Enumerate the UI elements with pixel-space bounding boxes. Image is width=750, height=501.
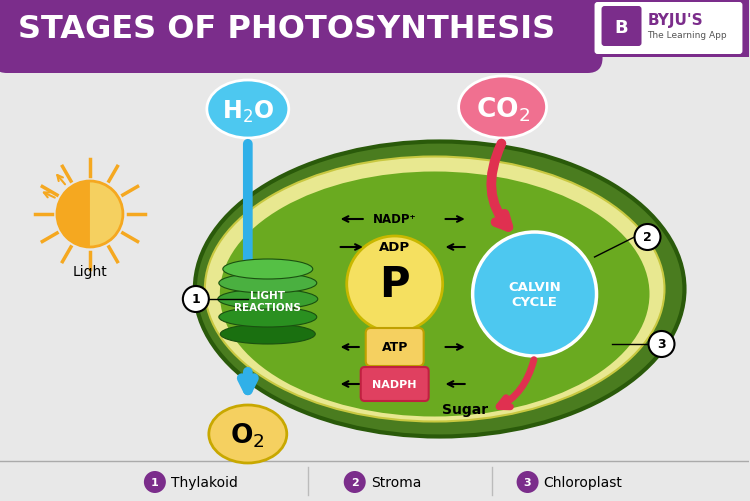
Circle shape (183, 287, 209, 313)
Text: CO$_2$: CO$_2$ (476, 96, 530, 124)
Text: 3: 3 (524, 477, 532, 487)
Text: ADP: ADP (380, 241, 410, 254)
Circle shape (634, 224, 661, 250)
Text: The Learning App: The Learning App (647, 32, 728, 41)
Ellipse shape (220, 172, 650, 417)
Text: B: B (615, 19, 628, 37)
Text: ATP: ATP (382, 341, 408, 354)
FancyBboxPatch shape (0, 0, 602, 74)
Text: 2: 2 (644, 231, 652, 244)
Text: 2: 2 (351, 477, 358, 487)
Text: 1: 1 (191, 293, 200, 306)
Ellipse shape (205, 157, 664, 422)
Text: STAGES OF PHOTOSYNTHESIS: STAGES OF PHOTOSYNTHESIS (18, 15, 555, 46)
Ellipse shape (209, 405, 286, 463)
FancyArrowPatch shape (491, 144, 508, 227)
FancyBboxPatch shape (595, 3, 742, 55)
Ellipse shape (223, 260, 313, 280)
Text: NADPH: NADPH (373, 379, 417, 389)
FancyArrowPatch shape (500, 360, 534, 407)
Text: H$_2$O: H$_2$O (222, 99, 274, 125)
Ellipse shape (207, 81, 289, 139)
Text: 1: 1 (151, 477, 159, 487)
Text: O$_2$: O$_2$ (230, 421, 266, 449)
Ellipse shape (220, 324, 315, 344)
Wedge shape (57, 182, 90, 247)
Text: BYJU'S: BYJU'S (647, 14, 704, 29)
Text: Thylakoid: Thylakoid (171, 475, 238, 489)
Text: Stroma: Stroma (370, 475, 421, 489)
Circle shape (346, 236, 442, 332)
FancyBboxPatch shape (361, 367, 429, 401)
Ellipse shape (219, 308, 316, 327)
Text: CALVIN
CYCLE: CALVIN CYCLE (509, 281, 561, 309)
Text: NADP⁺: NADP⁺ (373, 213, 416, 226)
Text: LIGHT
REACTIONS: LIGHT REACTIONS (234, 291, 302, 312)
FancyBboxPatch shape (602, 7, 641, 47)
Circle shape (344, 471, 366, 493)
Text: 3: 3 (657, 338, 666, 351)
Circle shape (472, 232, 596, 356)
Ellipse shape (217, 290, 318, 310)
Circle shape (649, 331, 674, 357)
Text: Light: Light (73, 265, 107, 279)
Ellipse shape (219, 274, 316, 294)
Text: Chloroplast: Chloroplast (544, 475, 622, 489)
Text: P: P (380, 264, 410, 306)
Circle shape (57, 182, 123, 247)
FancyBboxPatch shape (366, 328, 424, 366)
Ellipse shape (459, 77, 547, 139)
Bar (0, 0, 749, 58)
Circle shape (144, 471, 166, 493)
Text: Sugar: Sugar (442, 402, 488, 416)
Ellipse shape (195, 142, 685, 437)
Circle shape (517, 471, 538, 493)
